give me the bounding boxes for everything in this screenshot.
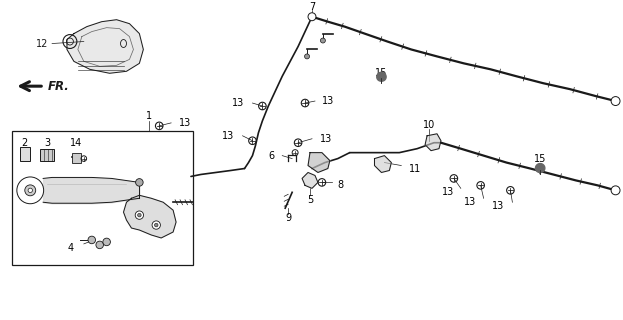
Text: 10: 10 (423, 120, 435, 130)
Bar (21, 147, 31, 161)
Text: 13: 13 (492, 201, 505, 211)
Text: 13: 13 (179, 118, 191, 128)
Text: 8: 8 (338, 180, 344, 190)
Circle shape (25, 185, 36, 196)
Text: 3: 3 (44, 138, 50, 148)
Circle shape (308, 13, 316, 21)
Text: 1: 1 (146, 111, 153, 121)
Text: 14: 14 (70, 138, 82, 148)
Circle shape (28, 188, 32, 193)
Circle shape (305, 54, 310, 59)
Circle shape (152, 221, 160, 229)
Text: 2: 2 (21, 138, 27, 148)
Text: 13: 13 (464, 197, 477, 207)
Circle shape (611, 186, 620, 195)
Polygon shape (425, 134, 441, 151)
Text: 13: 13 (442, 187, 454, 197)
Circle shape (136, 179, 143, 186)
Circle shape (88, 236, 95, 244)
Text: 6: 6 (268, 151, 274, 161)
Circle shape (138, 213, 141, 217)
Text: 5: 5 (307, 195, 313, 205)
Polygon shape (302, 172, 318, 188)
Text: 11: 11 (409, 164, 422, 173)
Circle shape (17, 177, 44, 204)
Polygon shape (67, 20, 143, 73)
Text: 15: 15 (375, 68, 388, 78)
Polygon shape (374, 156, 391, 172)
Circle shape (135, 211, 143, 219)
Circle shape (611, 97, 620, 106)
Bar (40, 149, 54, 161)
Text: 4: 4 (68, 243, 74, 253)
Circle shape (155, 223, 158, 227)
Text: 13: 13 (320, 134, 332, 144)
Text: 9: 9 (285, 213, 291, 223)
Text: FR.: FR. (48, 80, 70, 93)
Text: 12: 12 (36, 38, 48, 49)
Bar (12, 131, 193, 265)
Polygon shape (123, 195, 176, 238)
Circle shape (103, 238, 110, 246)
Text: 13: 13 (222, 131, 235, 141)
Polygon shape (536, 164, 545, 172)
Text: 13: 13 (232, 98, 245, 108)
Bar (72, 153, 81, 163)
Polygon shape (377, 72, 386, 81)
Text: 13: 13 (322, 96, 334, 106)
Polygon shape (308, 153, 330, 172)
Circle shape (320, 38, 325, 43)
Text: 15: 15 (534, 154, 546, 164)
Circle shape (96, 241, 103, 249)
Text: 7: 7 (309, 2, 315, 12)
